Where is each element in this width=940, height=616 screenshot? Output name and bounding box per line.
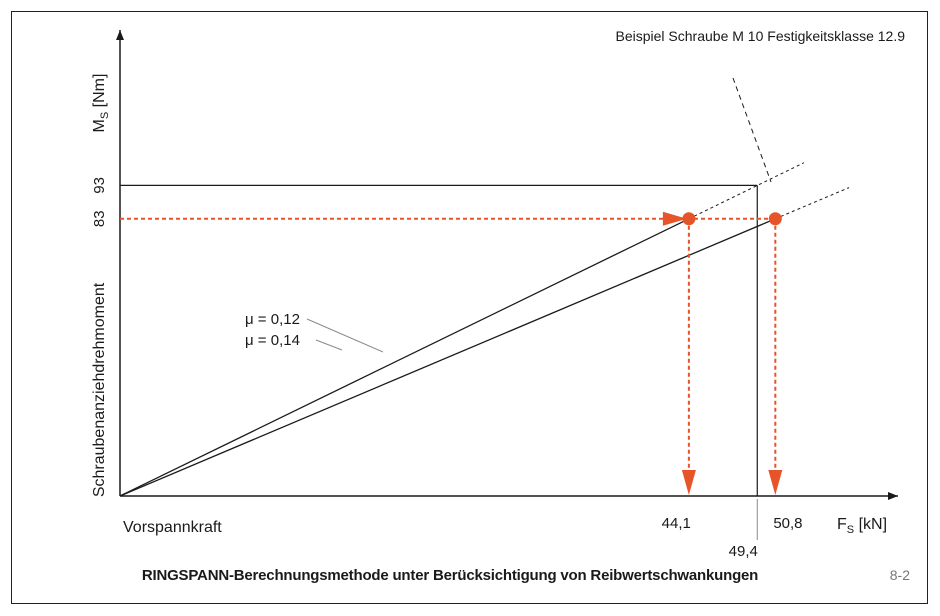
- y-axis-subscript: S: [99, 112, 111, 119]
- y-tick-label-93: 93: [91, 177, 108, 194]
- series-group: [119, 218, 776, 497]
- y-axis-unit: [Nm]: [91, 74, 108, 108]
- extension-group: [688, 77, 850, 220]
- series-leader-mu-0-12: [306, 318, 384, 353]
- chart-title: Beispiel Schraube M 10 Festigkeitsklasse…: [616, 28, 906, 44]
- series-extension-1: [775, 187, 850, 220]
- limit-line: [732, 77, 772, 183]
- x-tick-label-50-8: 50,8: [773, 515, 802, 532]
- x-tick-label-49-4: 49,4: [729, 543, 758, 560]
- highlight-arrowhead-first: [681, 470, 696, 495]
- series-line-1: [119, 218, 776, 497]
- series-label-mu-0-12: μ = 0,12: [245, 311, 300, 328]
- marker-point-1: [768, 212, 782, 226]
- series-label-mu-0-14: μ = 0,14: [245, 332, 300, 349]
- y-axis-label-long: Schraubenanziehdrehmoment: [91, 282, 108, 497]
- y-axis-symbol: M: [91, 119, 108, 132]
- x-axis-symbol: F: [837, 516, 847, 533]
- highlight-arrowhead-horizontal: [662, 211, 687, 226]
- series-extension-0: [688, 162, 805, 220]
- highlight-arrowhead-second: [768, 470, 783, 495]
- figure-caption: RINGSPANN-Berechnungsmethode unter Berüc…: [141, 567, 759, 584]
- series-line-0: [119, 218, 690, 497]
- figure-number: 8-2: [889, 567, 910, 583]
- y-tick-label-83: 83: [91, 210, 108, 227]
- x-axis-label-long: Vorspannkraft: [123, 519, 222, 536]
- figure-frame: [11, 11, 928, 604]
- highlight-group: [120, 211, 783, 495]
- x-axis-unit: [kN]: [859, 516, 887, 533]
- x-axis-label: FS [kN]: [837, 516, 887, 536]
- series-leader-mu-0-14: [315, 339, 343, 351]
- x-tick-label-44-1: 44,1: [662, 515, 691, 532]
- x-axis-subscript: S: [847, 524, 854, 536]
- y-axis-label: MS [Nm]: [91, 74, 111, 133]
- marker-point-0: [682, 212, 696, 226]
